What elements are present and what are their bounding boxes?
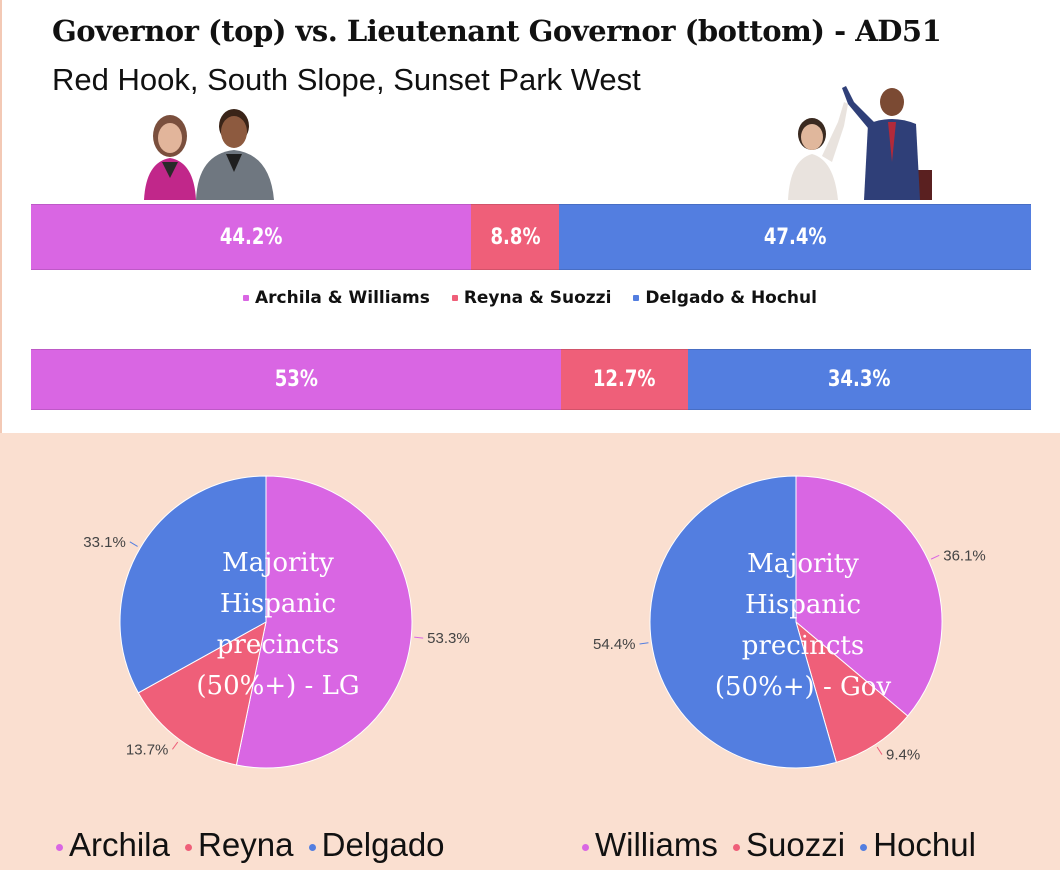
bar-label: 44.2% (220, 225, 283, 250)
legend-swatch-delgado (309, 844, 316, 851)
pie-leader-line (877, 747, 882, 755)
legend-swatch-reyna-suozzi (452, 295, 458, 301)
legend-item: Reyna & Suozzi (452, 288, 612, 308)
legend-label: Delgado (322, 826, 445, 863)
bar-segment-delgado-hochul: 47.4% (559, 204, 1031, 270)
lg-pie-title: Majority Hispanic precincts (50%+) - LG (168, 543, 388, 707)
gov-pie-legend: Williams Suozzi Hochul (582, 826, 982, 864)
delgado-hochul-photo (782, 82, 932, 200)
pie-data-label: 36.1% (943, 547, 986, 564)
legend-item: Reyna (185, 826, 293, 864)
bar-segment-archila-williams: 53% (31, 349, 561, 410)
legend-label: Reyna & Suozzi (464, 288, 612, 308)
legend-item: Archila & Williams (243, 288, 430, 308)
gov-pie-title: Majority Hispanic precincts (50%+) - Gov (693, 544, 913, 708)
legend-swatch-archila (56, 844, 63, 851)
legend-swatch-reyna (185, 844, 192, 851)
legend-swatch-delgado-hochul (633, 295, 639, 301)
legend-label: Suozzi (746, 826, 845, 863)
bar-label: 8.8% (490, 225, 540, 250)
legend-item: Williams (582, 826, 718, 864)
bar-segment-delgado-hochul: 34.3% (688, 349, 1031, 410)
lieutenant-governor-stacked-bar: 53% 12.7% 34.3% (31, 349, 1031, 410)
bar-segment-reyna-suozzi: 12.7% (561, 349, 688, 410)
legend-label: Archila & Williams (255, 288, 430, 308)
legend-swatch-williams (582, 844, 589, 851)
lg-pie-legend: Archila Reyna Delgado (56, 826, 451, 864)
chart-title: Governor (top) vs. Lieutenant Governor (… (52, 14, 941, 48)
bar-label: 34.3% (828, 367, 891, 392)
bar-segment-archila-williams: 44.2% (31, 204, 471, 270)
legend-swatch-archila-williams (243, 295, 249, 301)
pie-leader-line (640, 643, 649, 644)
pie-data-label: 33.1% (83, 534, 126, 551)
legend-item: Delgado (309, 826, 445, 864)
pie-data-label: 54.4% (593, 636, 636, 653)
bar-label: 12.7% (593, 367, 656, 392)
legend-item: Delgado & Hochul (633, 288, 817, 308)
bar-legend: Archila & Williams Reyna & Suozzi Delgad… (0, 288, 1060, 308)
legend-label: Williams (595, 826, 718, 863)
legend-label: Delgado & Hochul (645, 288, 817, 308)
bar-segment-reyna-suozzi: 8.8% (471, 204, 559, 270)
legend-label: Hochul (873, 826, 976, 863)
archila-williams-photo (138, 102, 278, 200)
legend-label: Reyna (198, 826, 293, 863)
pie-leader-line (931, 555, 939, 559)
legend-item: Archila (56, 826, 170, 864)
pie-data-label: 9.4% (886, 747, 920, 764)
bar-label: 53% (274, 367, 317, 392)
legend-label: Archila (69, 826, 170, 863)
pie-leader-line (172, 742, 177, 749)
pie-leader-line (130, 542, 138, 547)
legend-item: Suozzi (733, 826, 845, 864)
legend-swatch-suozzi (733, 844, 740, 851)
bar-label: 47.4% (764, 225, 827, 250)
pie-data-label: 13.7% (126, 741, 169, 758)
chart-subtitle: Red Hook, South Slope, Sunset Park West (52, 62, 641, 98)
governor-stacked-bar: 44.2% 8.8% 47.4% (31, 204, 1031, 270)
pie-data-label: 53.3% (427, 630, 470, 647)
legend-swatch-hochul (860, 844, 867, 851)
pie-leader-line (414, 637, 423, 638)
legend-item: Hochul (860, 826, 976, 864)
